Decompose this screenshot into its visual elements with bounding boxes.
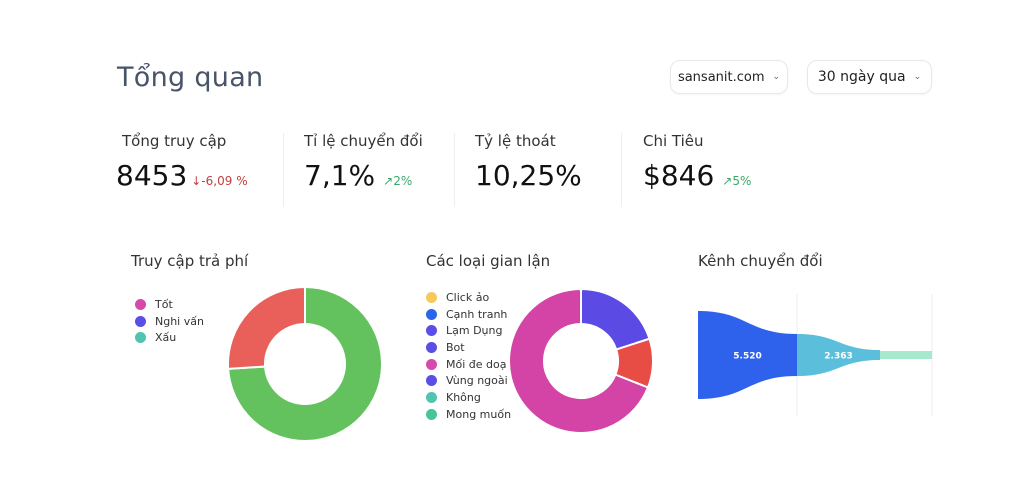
kpi-value: 8453 <box>116 159 188 192</box>
legend-label: Mối đe doạ <box>446 357 507 371</box>
kpi-delta: 5% <box>732 174 752 188</box>
legend-dot-icon <box>426 358 437 370</box>
kpi-value: 7,1% <box>304 159 376 192</box>
kpi-delta: 2% <box>393 174 413 188</box>
chevron-down-icon: ⌄ <box>913 72 922 82</box>
kpi-delta: -6,09 % <box>201 174 248 188</box>
legend-dot-icon <box>135 332 146 344</box>
legend-dot-icon <box>135 315 146 327</box>
legend-dot-icon <box>426 341 437 353</box>
kpi-label: Chi Tiêu <box>643 132 704 150</box>
date-range-select[interactable]: 30 ngày qua ⌄ <box>807 60 932 94</box>
divider <box>621 133 622 207</box>
funnel-stage-label: 5.520 <box>733 352 761 362</box>
kpi-label: Tổng truy cập <box>122 132 227 150</box>
legend-item[interactable]: Tốt <box>135 296 204 313</box>
kpi-spend: Chi Tiêu $846 ↗5% <box>643 132 751 192</box>
site-select-value: sansanit.com <box>677 69 765 85</box>
legend-item[interactable]: Bot <box>426 339 511 356</box>
legend-fraud-types: Click ảo Cạnh tranh Lạm Dụng Bot Mối đe doạ V… <box>426 289 511 423</box>
legend-dot-icon <box>426 391 437 403</box>
legend-paid-traffic: Tốt Nghi vấn Xấu <box>135 296 204 346</box>
funnel-stage-label: 2.363 <box>824 352 852 362</box>
donut-slice[interactable] <box>227 285 383 442</box>
date-range-value: 30 ngày qua <box>817 69 906 85</box>
kpi-value: $846 <box>643 159 715 192</box>
chart-title-paid-traffic: Truy cập trả phí <box>131 252 249 270</box>
legend-dot-icon <box>426 375 437 387</box>
legend-dot-icon <box>426 408 437 420</box>
legend-label: Cạnh tranh <box>446 307 508 321</box>
divider <box>454 133 455 207</box>
legend-item[interactable]: Click ảo <box>426 289 511 306</box>
legend-item[interactable]: Cạnh tranh <box>426 306 511 323</box>
donut-slice[interactable] <box>508 287 650 434</box>
kpi-conversion-rate: Tỉ lệ chuyển đổi 7,1% ↗2% <box>304 132 423 192</box>
divider <box>283 133 284 207</box>
funnel-stage[interactable] <box>698 311 797 399</box>
page-title: Tổng quan <box>117 62 264 93</box>
site-select[interactable]: sansanit.com ⌄ <box>670 60 788 94</box>
donut-slice[interactable] <box>227 285 306 370</box>
arrow-up-right-icon: ↗ <box>383 174 394 188</box>
legend-item[interactable]: Lạm Dụng <box>426 322 511 339</box>
legend-dot-icon <box>426 291 437 303</box>
kpi-value: 10,25% <box>475 159 582 192</box>
funnel-stage[interactable] <box>797 334 880 376</box>
arrow-up-right-icon: ↗ <box>722 174 733 188</box>
legend-item[interactable]: Vùng ngoài <box>426 372 511 389</box>
legend-label: Tốt <box>155 297 173 311</box>
chevron-down-icon: ⌄ <box>772 72 781 82</box>
legend-label: Lạm Dụng <box>446 324 503 338</box>
funnel-stage[interactable] <box>880 351 932 359</box>
legend-item[interactable]: Xấu <box>135 329 204 346</box>
legend-item[interactable]: Nghi vấn <box>135 313 204 330</box>
legend-label: Nghi vấn <box>155 314 204 328</box>
legend-label: Mong muốn <box>446 407 512 421</box>
legend-label: Xấu <box>155 331 177 345</box>
legend-label: Vùng ngoài <box>446 374 508 388</box>
legend-dot-icon <box>426 308 437 320</box>
legend-label: Không <box>446 390 481 404</box>
donut-slice[interactable] <box>580 287 651 351</box>
legend-item[interactable]: Không <box>426 389 511 406</box>
legend-dot-icon <box>426 325 437 337</box>
legend-label: Bot <box>446 340 465 354</box>
legend-dot-icon <box>135 298 146 310</box>
legend-label: Click ảo <box>446 290 490 304</box>
legend-item[interactable]: Mối đe doạ <box>426 356 511 373</box>
arrow-down-icon: ↓ <box>191 174 202 188</box>
legend-item[interactable]: Mong muốn <box>426 406 511 423</box>
chart-title-conversion-funnel: Kênh chuyển đổi <box>698 252 823 270</box>
chart-title-fraud-types: Các loại gian lận <box>426 252 551 270</box>
kpi-total-visits: Tổng truy cập 8453 ↓-6,09 % <box>116 132 248 192</box>
kpi-label: Tỉ lệ chuyển đổi <box>304 132 423 150</box>
kpi-label: Tỷ lệ thoát <box>475 132 556 150</box>
kpi-bounce-rate: Tỷ lệ thoát 10,25% <box>475 132 582 192</box>
